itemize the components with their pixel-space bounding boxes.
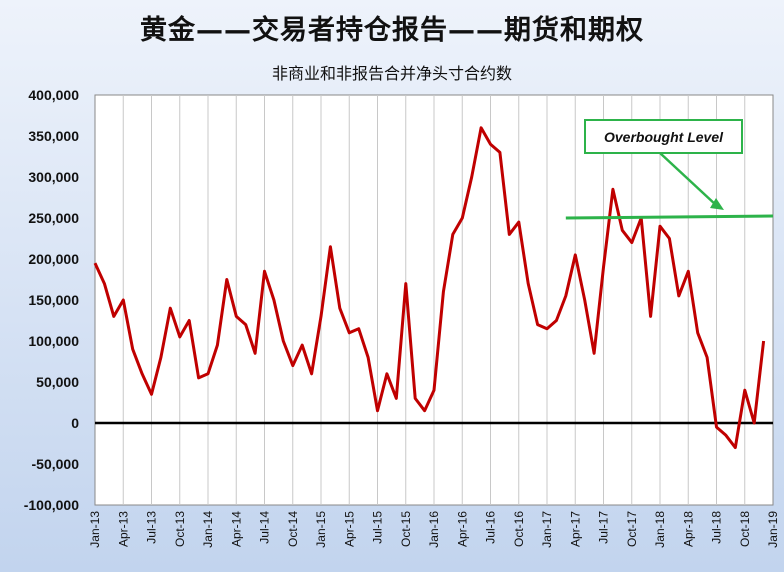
x-tick-label: Jul-16 <box>484 511 498 544</box>
chart-subtitle: 非商业和非报告合并净头寸合约数 <box>271 64 512 83</box>
overbought-label: Overbought Level <box>604 129 724 145</box>
x-tick-label: Jan-16 <box>427 511 441 548</box>
x-tick-label: Apr-16 <box>455 511 469 547</box>
series-line <box>93 126 766 450</box>
y-tick-label: 350,000 <box>28 128 79 144</box>
x-tick-label: Jan-18 <box>653 511 667 548</box>
x-tick-label: Apr-15 <box>342 511 356 547</box>
chart-title: 黄金——交易者持仓报告——期货和期权 <box>140 15 644 46</box>
overbought-arrowhead <box>710 198 724 210</box>
x-tick-label: Jul-14 <box>258 511 272 544</box>
x-tick-label: Jul-17 <box>597 511 611 544</box>
overbought-line <box>565 214 774 220</box>
y-tick-label: 300,000 <box>28 169 79 185</box>
x-tick-label: Apr-18 <box>681 511 695 547</box>
x-axis: Jan-13 Apr-13 Jul-13 Oct-13 Jan-14 Apr-14 Jul-… <box>88 511 780 548</box>
x-tick-label: Jul-18 <box>710 511 724 544</box>
x-tick-label: Jul-15 <box>371 511 385 544</box>
x-tick-label: Apr-14 <box>229 511 243 547</box>
x-tick-label: Jan-14 <box>201 511 215 548</box>
x-tick-label: Oct-17 <box>625 511 639 547</box>
x-tick-label: Oct-15 <box>399 511 413 547</box>
x-tick-label: Jan-13 <box>88 511 102 548</box>
overbought-arrow <box>659 152 717 206</box>
x-tick-label: Jan-19 <box>766 511 780 548</box>
x-tick-label: Jul-13 <box>145 511 159 544</box>
y-tick-label: -50,000 <box>32 456 80 472</box>
x-tick-label: Oct-16 <box>512 511 526 547</box>
y-tick-label: -100,000 <box>24 497 79 513</box>
x-tick-label: Jan-15 <box>314 511 328 548</box>
y-tick-label: 0 <box>71 415 79 431</box>
y-tick-label: 250,000 <box>28 210 79 226</box>
y-tick-label: 200,000 <box>28 251 79 267</box>
y-tick-label: 50,000 <box>36 374 79 390</box>
y-tick-label: 150,000 <box>28 292 79 308</box>
x-tick-label: Oct-14 <box>286 511 300 547</box>
y-tick-label: 400,000 <box>28 87 79 103</box>
x-tick-label: Jan-17 <box>540 511 554 548</box>
y-tick-label: 100,000 <box>28 333 79 349</box>
grid-lines <box>122 95 746 505</box>
x-tick-label: Apr-13 <box>116 511 130 547</box>
y-axis: -100,000 -50,000 0 50,000 100,000 150,000 200,… <box>24 87 79 513</box>
overbought-annotation: Overbought Level <box>565 119 774 220</box>
x-tick-label: Oct-18 <box>738 511 752 547</box>
x-tick-label: Oct-13 <box>173 511 187 547</box>
overbought-label-box <box>584 119 743 154</box>
x-tick-label: Apr-17 <box>568 511 582 547</box>
